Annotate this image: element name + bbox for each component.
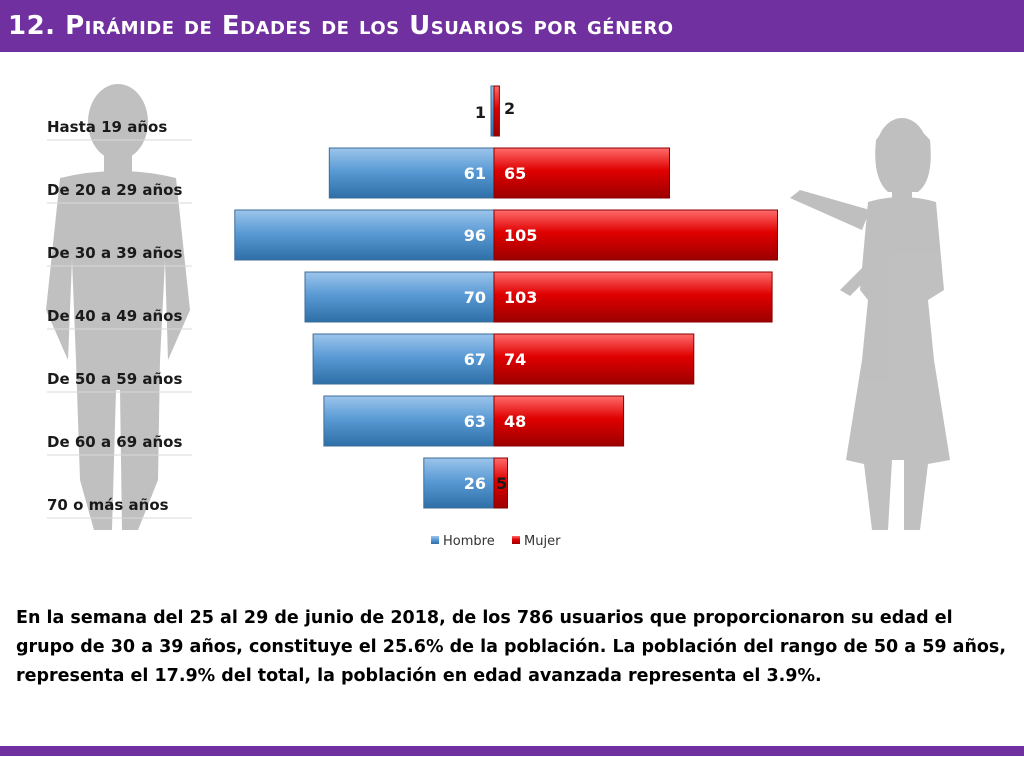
bar-mujer (493, 395, 625, 447)
value-label-mujer: 5 (496, 474, 507, 493)
value-label-mujer: 48 (504, 412, 526, 431)
value-label-mujer: 74 (504, 350, 526, 369)
value-label-hombre: 26 (464, 474, 486, 493)
population-pyramid-chart: Hasta 19 años De 20 a 29 años De 30 a 39 a… (46, 84, 950, 549)
legend-swatch-mujer (512, 536, 520, 544)
value-label-mujer: 65 (504, 164, 526, 183)
value-label-hombre: 96 (464, 226, 486, 245)
value-label-mujer: 103 (504, 288, 537, 307)
value-label-mujer: 105 (504, 226, 537, 245)
age-label: 70 o más años (47, 496, 169, 514)
value-label-hombre: 70 (464, 288, 486, 307)
page-title: 12. Pirámide de Edades de los Usuarios p… (8, 11, 674, 41)
age-label: De 60 a 69 años (47, 433, 182, 451)
value-label-hombre: 67 (464, 350, 486, 369)
bar-mujer (493, 85, 500, 137)
age-label: De 20 a 29 años (47, 181, 182, 199)
bar-mujer (493, 457, 508, 509)
value-labels: 1 2 61 65 96 105 70 103 67 74 63 48 26 5 (464, 99, 538, 493)
legend: Hombre Mujer (431, 534, 561, 549)
legend-label-hombre: Hombre (443, 534, 495, 549)
bar-hombre (234, 209, 495, 261)
value-label-hombre: 63 (464, 412, 486, 431)
value-label-hombre: 61 (464, 164, 486, 183)
bar-hombre (312, 333, 495, 385)
bar-mujer (493, 271, 773, 323)
bar-hombre (423, 457, 495, 509)
bar-hombre (328, 147, 495, 199)
summary-text: En la semana del 25 al 29 de junio de 20… (16, 608, 1006, 686)
bars (234, 85, 778, 509)
legend-swatch-hombre (431, 536, 439, 544)
value-label-hombre: 1 (475, 103, 486, 122)
bar-mujer (493, 147, 670, 199)
man-silhouette-icon (46, 84, 190, 530)
bar-mujer (493, 333, 695, 385)
age-label: De 50 a 59 años (47, 370, 182, 388)
bar-hombre (323, 395, 495, 447)
bar-mujer (493, 209, 778, 261)
age-label: De 40 a 49 años (47, 307, 182, 325)
title-bar: 12. Pirámide de Edades de los Usuarios p… (0, 0, 1024, 52)
woman-silhouette-icon (790, 118, 950, 530)
age-label: De 30 a 39 años (47, 244, 182, 262)
age-label: Hasta 19 años (47, 118, 167, 136)
bar-hombre (304, 271, 495, 323)
age-group-labels: Hasta 19 años De 20 a 29 años De 30 a 39 a… (47, 118, 192, 519)
footer-bar (0, 746, 1024, 756)
value-label-mujer: 2 (504, 99, 515, 118)
legend-label-mujer: Mujer (524, 534, 561, 549)
